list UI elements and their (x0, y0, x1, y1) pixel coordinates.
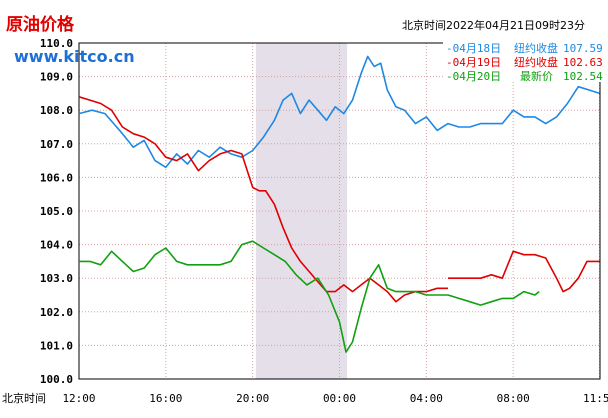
legend-value-1: 107.59 (563, 42, 603, 55)
legend-value-3: 102.54 (563, 70, 603, 83)
y-tick-label-5: 105.0 (40, 205, 73, 218)
series-3-line-1 (79, 240, 540, 353)
site-label[interactable]: www.kitco.cn (14, 47, 135, 66)
x-tick-label-0: 12:00 (62, 392, 95, 405)
legend-label-2: 纽约收盘 (514, 55, 558, 69)
legend-date-1: -04月18日 (446, 42, 501, 55)
series-3 (79, 240, 540, 353)
x-tick-label-5: 08:00 (497, 392, 530, 405)
plot-frame (78, 42, 601, 380)
x-tick-label-3: 00:00 (323, 392, 356, 405)
y-tick-label-2: 102.0 (40, 306, 73, 319)
y-tick-label-9: 109.0 (40, 71, 73, 84)
series-2-line-2 (448, 250, 600, 293)
x-tick-label-1: 16:00 (149, 392, 182, 405)
y-tick-label-7: 107.0 (40, 138, 73, 151)
x-axis-caption: 北京时间 (2, 391, 46, 405)
x-tick-label-2: 20:00 (236, 392, 269, 405)
series-2-line-1 (78, 96, 448, 303)
y-tick-label-1: 101.0 (40, 339, 73, 352)
y-axis-tick-labels: 100.0 101.0 102.0 103.0 104.0 105.0 106.0 107.0… (40, 37, 73, 386)
series-lines (78, 55, 600, 353)
legend-box (443, 38, 603, 82)
legend-label-3: 最新价 (520, 69, 553, 83)
series-1-line-1 (78, 55, 600, 169)
y-tick-label-10: 110.0 (40, 37, 73, 50)
legend-date-3: -04月20日 (446, 70, 501, 83)
y-tick-label-8: 108.0 (40, 104, 73, 117)
x-axis-tick-labels: 12:00 16:00 20:00 00:00 04:00 08:00 11:59 (62, 392, 608, 405)
legend: -04月18日 纽约收盘 107.59 -04月19日 纽约收盘 102.63 … (443, 38, 603, 83)
y-tick-label-6: 106.0 (40, 171, 73, 184)
legend-label-1: 纽约收盘 (514, 41, 558, 55)
y-tick-label-4: 104.0 (40, 239, 73, 252)
series-2 (78, 96, 600, 303)
series-1 (78, 55, 600, 169)
chart-title: 原油价格 (6, 14, 75, 35)
y-tick-label-0: 100.0 (40, 373, 73, 386)
x-tick-label-6: 11:59 (583, 392, 608, 405)
legend-date-2: -04月19日 (446, 56, 501, 69)
timestamp: 北京时间2022年04月21日09时23分 (402, 18, 585, 32)
legend-value-2: 102.63 (563, 56, 603, 69)
y-tick-label-3: 103.0 (40, 272, 73, 285)
x-tick-label-4: 04:00 (410, 392, 443, 405)
